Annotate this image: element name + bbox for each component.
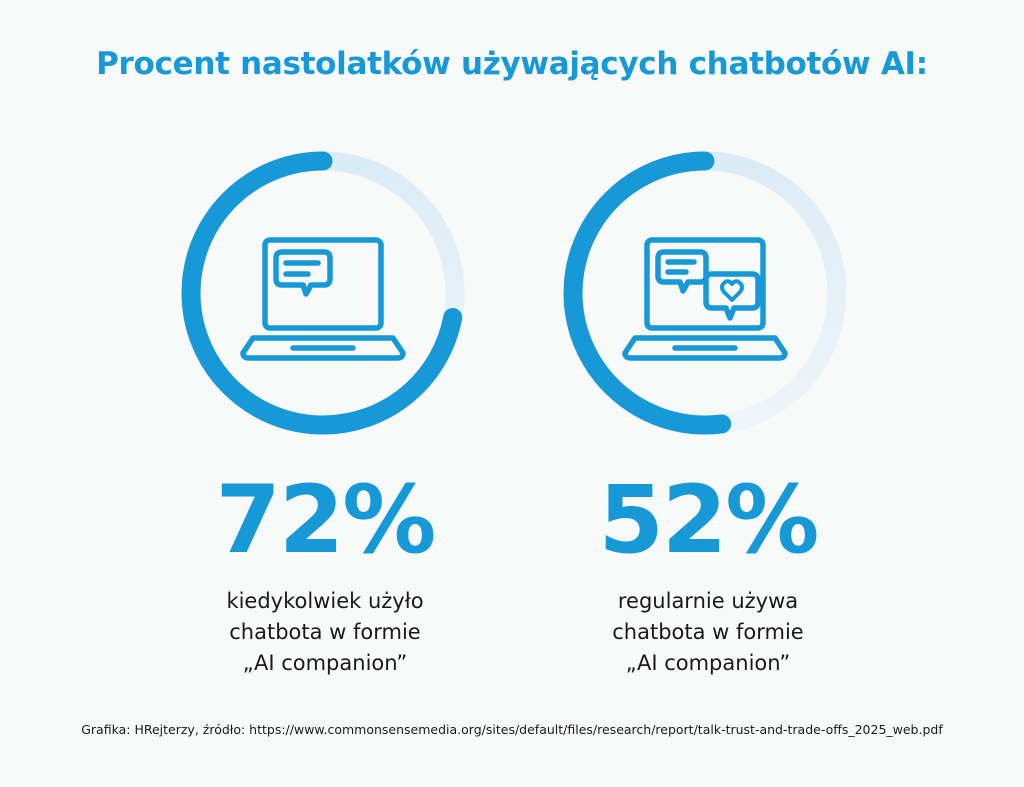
chart-title: Procent nastolatków używających chatbotó… [96,46,928,82]
description-2-line-3: „AI companion” [625,651,791,675]
donut-ring-2 [560,148,850,438]
donut-arc-2 [563,151,847,435]
value-label-2: 52% [598,466,820,575]
description-2: regularnie używa chatbota w formie „AI c… [548,586,868,679]
value-label-1: 72% [215,466,437,575]
description-2-line-1: regularnie używa [617,589,799,613]
description-1-line-2: chatbota w formie [229,620,421,644]
laptop-chat-icon [240,237,406,361]
donut-ring-1 [178,148,468,438]
laptop-chat-heart-icon [622,237,788,361]
source-footer: Grafika: HRejterzy, źródło: https://www.… [81,722,943,737]
description-1-line-1: kiedykolwiek użyło [226,589,424,613]
description-1: kiedykolwiek użyło chatbota w formie „AI… [165,586,485,679]
description-1-line-3: „AI companion” [242,651,408,675]
donut-arc-1 [181,151,465,435]
description-2-line-2: chatbota w formie [612,620,804,644]
